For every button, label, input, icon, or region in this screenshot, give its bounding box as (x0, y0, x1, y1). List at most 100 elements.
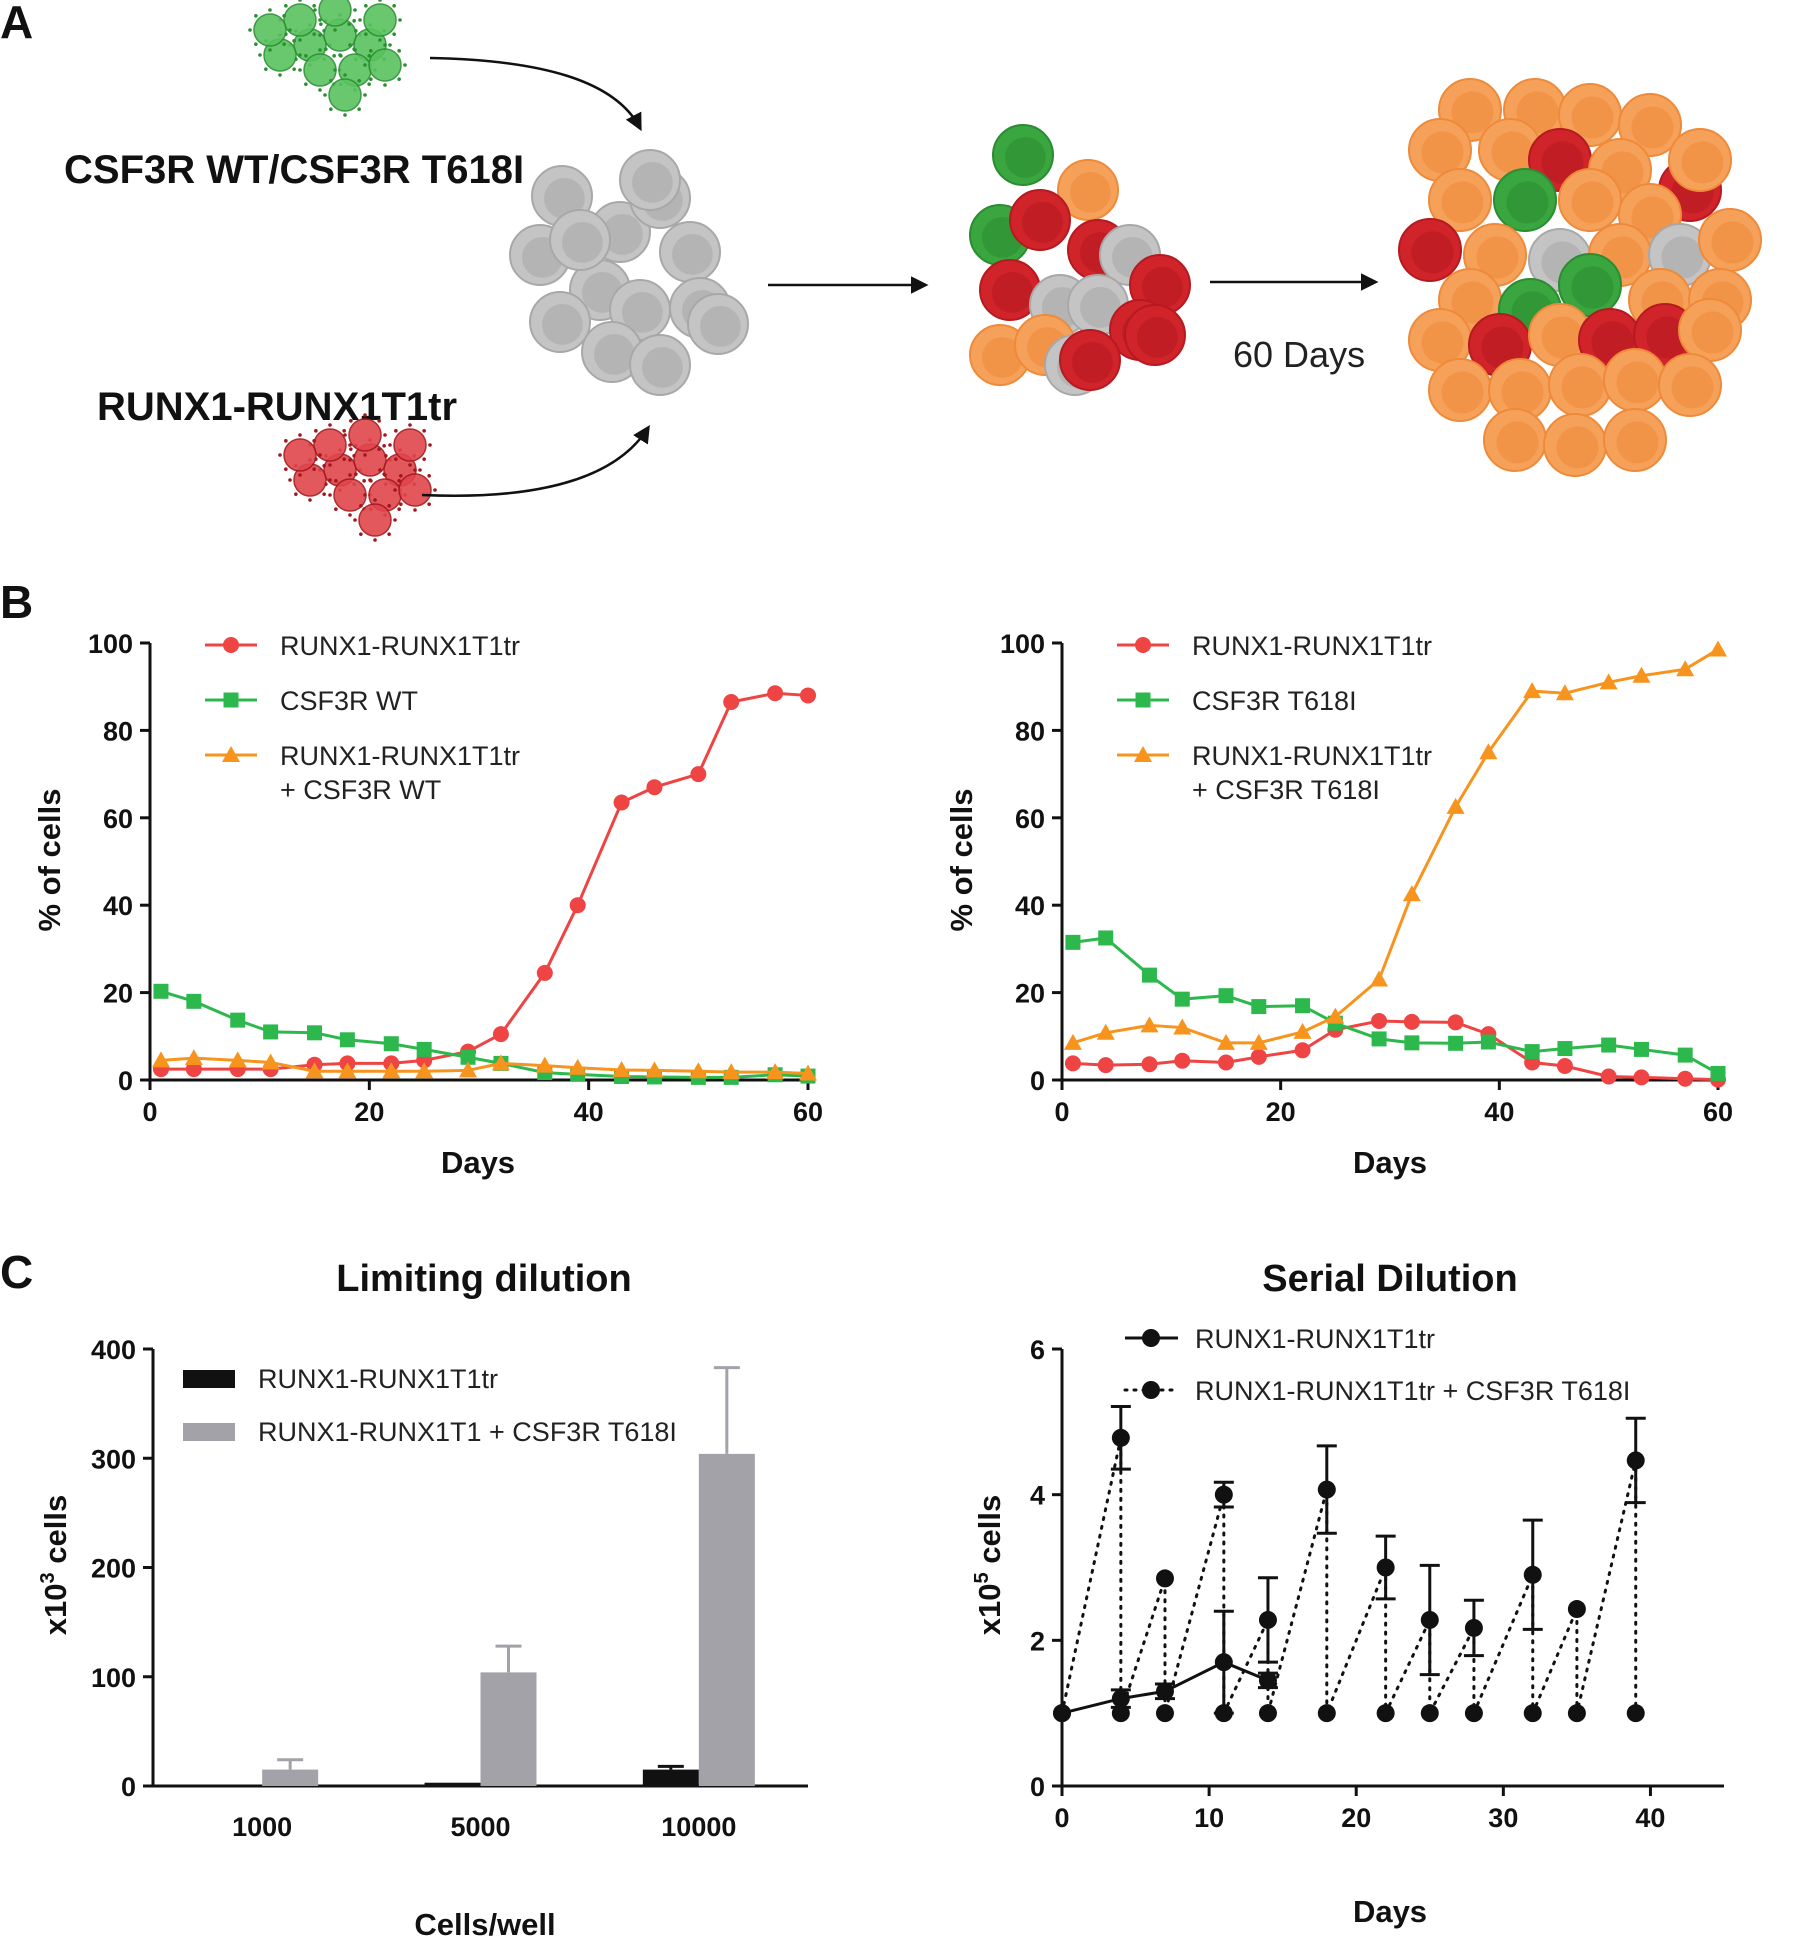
data-point (1173, 1018, 1192, 1035)
legend-label: RUNX1-RUNX1T1tr (1192, 741, 1432, 771)
virus-spike-icon (378, 38, 382, 42)
data-point (766, 1063, 785, 1080)
data-point (1446, 797, 1465, 814)
virus-spike-icon (359, 532, 363, 536)
data-point (492, 1026, 509, 1043)
data-point (491, 1054, 510, 1071)
data-point (1600, 1068, 1617, 1085)
virus-spike-icon (359, 504, 363, 508)
cell-nucleus-icon (1571, 96, 1614, 139)
data-point (1140, 1016, 1159, 1033)
x-tick-label: 60 (793, 1097, 823, 1127)
cell-nucleus-icon (1616, 421, 1659, 464)
data-point (569, 897, 586, 914)
virus-spike-icon (399, 474, 403, 478)
cell-nucleus-icon (1072, 342, 1113, 383)
data-point (1317, 1480, 1336, 1499)
data-point (459, 1061, 478, 1078)
cell-nucleus-icon (1070, 172, 1111, 213)
data-point (1250, 1048, 1267, 1065)
cell-nucleus-icon (982, 337, 1023, 378)
data-point (307, 1025, 322, 1041)
virus-spike-icon (324, 47, 328, 51)
data-point (1326, 1007, 1345, 1024)
virus-spike-icon (343, 73, 347, 77)
y-tick-label: 4 (1030, 1481, 1045, 1511)
cell-nucleus-icon (1451, 91, 1494, 134)
data-point (383, 1036, 399, 1052)
virus-spike-icon (328, 423, 332, 427)
x-axis-title: Days (1353, 1145, 1427, 1180)
data-point (261, 1053, 280, 1070)
virus-spike-icon (312, 4, 316, 8)
virus-spike-icon (397, 77, 401, 81)
y-axis-title: % of cells (944, 789, 979, 932)
arrow-virus-red (421, 425, 650, 497)
data-point (1294, 1042, 1311, 1059)
data-point (1626, 1451, 1645, 1470)
cell-nucleus-icon (1137, 317, 1178, 358)
transduced-cell-cluster (969, 124, 1191, 396)
virus-spike-icon (418, 468, 422, 472)
data-point (1404, 1035, 1420, 1051)
data-point (1402, 885, 1421, 902)
virus-spike-icon (353, 518, 357, 522)
virus-spike-icon (343, 433, 347, 437)
virus-spike-icon (284, 467, 288, 471)
data-point (186, 993, 202, 1009)
data-point (415, 1062, 434, 1079)
y-tick-label: 20 (1015, 979, 1045, 1009)
virus-spike-icon (314, 429, 318, 433)
virus-spike-icon (427, 474, 431, 478)
virus-spike-icon (318, 33, 322, 37)
virus-spike-icon (294, 492, 298, 496)
legend-label: RUNX1-RUNX1T1tr + CSF3R T618I (1195, 1376, 1630, 1406)
data-point (1218, 1054, 1234, 1071)
cell-nucleus-icon (602, 214, 643, 255)
virus-spike-icon (387, 504, 391, 508)
x-tick-label: 10000 (661, 1812, 736, 1842)
virus-spike-icon (254, 42, 258, 46)
vector-label-runx1: RUNX1-RUNX1T1tr (97, 385, 457, 429)
data-point (1420, 1704, 1439, 1723)
virus-spike-icon (268, 8, 272, 12)
panel-a-letter: A (0, 0, 33, 48)
cell-nucleus-icon (642, 347, 683, 388)
data-point (1217, 1033, 1235, 1050)
x-tick-label: 1000 (232, 1812, 292, 1842)
data-point (690, 766, 707, 783)
virus-spike-icon (318, 88, 322, 92)
chart-title: Serial Dilution (1262, 1258, 1517, 1300)
virus-spike-icon (378, 0, 382, 2)
virus-spike-icon (348, 513, 352, 517)
cell-nucleus-icon (1005, 137, 1046, 178)
data-point (1523, 1704, 1542, 1723)
x-tick-label: 0 (142, 1097, 157, 1127)
cell-nucleus-icon (1441, 181, 1484, 224)
virus-spike-icon (398, 18, 402, 22)
virus-spike-icon (288, 28, 292, 32)
virus-spike-icon (268, 48, 272, 52)
legend-marker (1142, 1329, 1160, 1347)
cell-nucleus-icon (1631, 106, 1674, 149)
virus-spike-icon (292, 39, 296, 43)
data-point (1480, 1034, 1496, 1050)
legend-swatch (183, 1370, 235, 1388)
cell-nucleus-icon (1646, 316, 1689, 359)
cell-nucleus-icon (672, 234, 713, 275)
data-point (613, 794, 630, 811)
virus-spike-icon (377, 419, 381, 423)
data-point (1249, 1033, 1268, 1050)
y-tick-label: 0 (118, 1066, 133, 1096)
y-tick-label: 80 (1015, 716, 1045, 746)
data-point (1111, 1428, 1130, 1447)
expanded-cell-cluster (1398, 78, 1762, 477)
data-point (228, 1051, 247, 1068)
y-tick-label: 60 (103, 804, 133, 834)
y-tick-label: 100 (88, 629, 133, 659)
virus-spike-icon (348, 43, 352, 47)
virus-spike-icon (348, 473, 352, 477)
cell-nucleus-icon (1080, 287, 1121, 328)
virus-spike-icon (378, 468, 382, 472)
cell-nucleus-icon (1541, 316, 1584, 359)
